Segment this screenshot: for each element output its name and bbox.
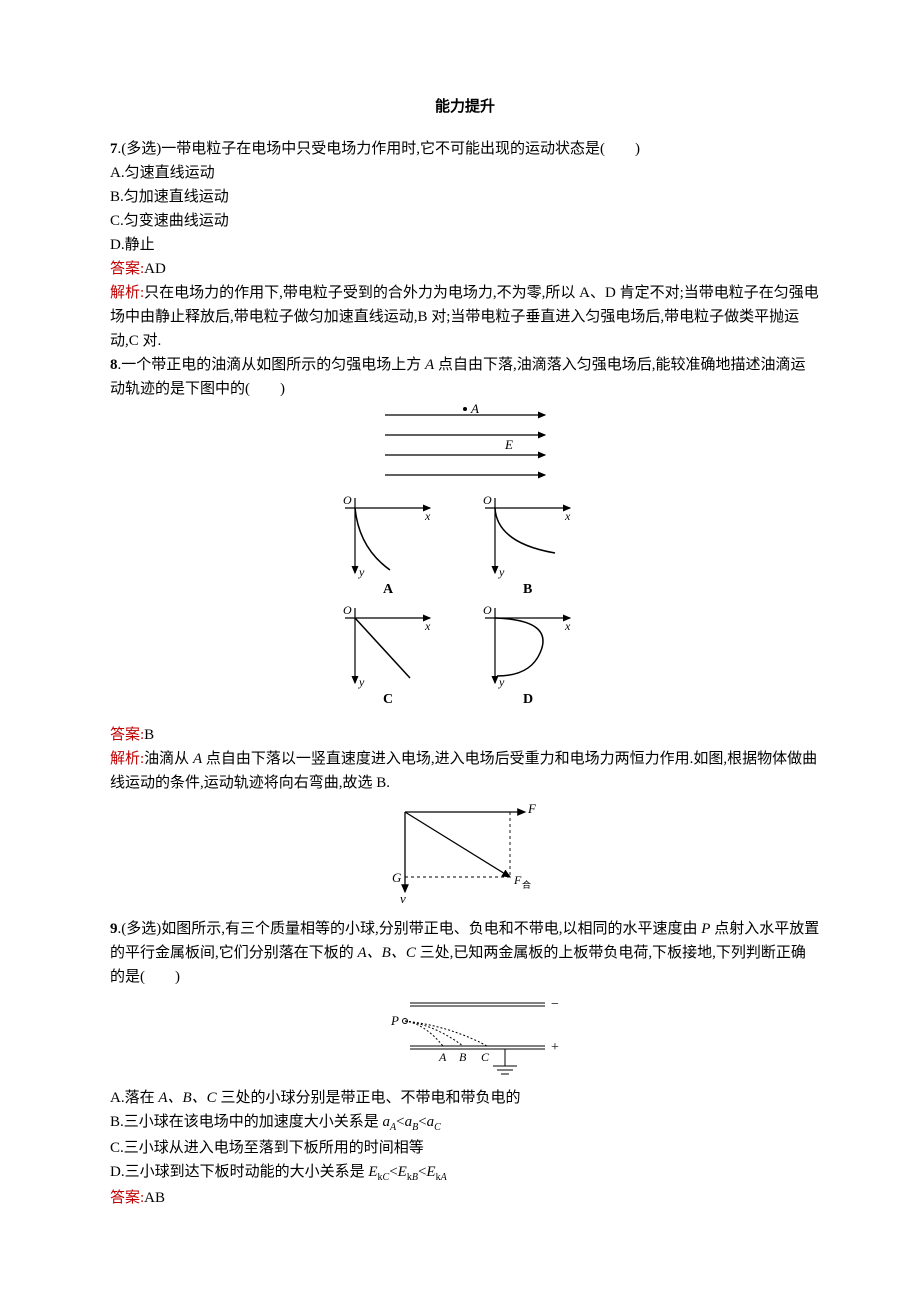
- var-e3: E: [426, 1164, 435, 1180]
- q8-point-a: A: [425, 357, 434, 373]
- q9-figure: − + P C B A: [110, 991, 820, 1084]
- svg-text:A: A: [438, 1050, 447, 1064]
- svg-text:O: O: [343, 603, 352, 617]
- q8-stem: 8.一个带正电的油滴从如图所示的匀强电场上方 A 点自由下落,油滴落入匀强电场后…: [110, 353, 820, 401]
- q8-expl-a: A: [193, 751, 202, 767]
- svg-text:C: C: [481, 1050, 490, 1064]
- q9-number: 9: [110, 921, 118, 937]
- var-e1: E: [368, 1164, 377, 1180]
- q9-opt-a: A.落在 A、B、C 三处的小球分别是带正电、不带电和带负电的: [110, 1086, 820, 1110]
- q8-choice-figures: O x y A O x y B O x y C O x y D: [110, 493, 820, 721]
- svg-text:y: y: [498, 565, 505, 579]
- explanation-label: 解析:: [110, 751, 144, 767]
- q7-stem: 7.(多选)一带电粒子在电场中只受电场力作用时,它不可能出现的运动状态是( ): [110, 137, 820, 161]
- q8-answer-text: B: [144, 727, 154, 743]
- svg-text:G: G: [392, 870, 402, 885]
- lt1: <: [396, 1114, 404, 1130]
- svg-text:x: x: [424, 509, 431, 523]
- sub-ka: kA: [436, 1172, 447, 1183]
- q8-expl-2: 点自由下落以一竖直速度进入电场,进入电场后受重力和电场力两恒力作用.如图,根据物…: [110, 751, 817, 791]
- svg-text:F: F: [513, 873, 522, 887]
- q8-number: 8: [110, 357, 118, 373]
- q8-field-figure: A E: [110, 403, 820, 491]
- svg-text:y: y: [358, 675, 365, 689]
- answer-label: 答案:: [110, 727, 144, 743]
- q7-answer-text: AD: [144, 261, 166, 277]
- q9-opt-c: C.三小球从进入电场至落到下板所用的时间相等: [110, 1136, 820, 1160]
- q9-tag: .(多选): [118, 921, 162, 937]
- q9-opt-d: D.三小球到达下板时动能的大小关系是 EkC<EkB<EkA: [110, 1160, 820, 1186]
- svg-text:x: x: [564, 619, 571, 633]
- q8-force-figure: F G F 合 v: [110, 797, 820, 915]
- q7-options: A.匀速直线运动 B.匀加速直线运动 C.匀变速曲线运动 D.静止: [110, 161, 820, 257]
- svg-text:x: x: [564, 509, 571, 523]
- q9-opt-b: B.三小球在该电场中的加速度大小关系是 aA<aB<aC: [110, 1110, 820, 1136]
- q7-opt-b: B.匀加速直线运动: [110, 185, 820, 209]
- q7-opt-d: D.静止: [110, 233, 820, 257]
- svg-text:y: y: [498, 675, 505, 689]
- choices-svg: O x y A O x y B O x y C O x y D: [315, 493, 615, 713]
- explanation-label: 解析:: [110, 285, 144, 301]
- svg-text:B: B: [459, 1050, 467, 1064]
- q9-abc: A、B、C: [358, 945, 416, 961]
- answer-label: 答案:: [110, 1190, 144, 1206]
- lt3: <: [389, 1164, 397, 1180]
- svg-text:−: −: [551, 997, 559, 1012]
- force-svg: F G F 合 v: [375, 797, 555, 907]
- svg-text:D: D: [523, 692, 533, 707]
- q7-answer: 答案:AD: [110, 257, 820, 281]
- q9-opt-a-abc: A、B、C: [158, 1090, 216, 1106]
- lt2: <: [418, 1114, 426, 1130]
- svg-text:y: y: [358, 565, 365, 579]
- q8-stem-1: .一个带正电的油滴从如图所示的匀强电场上方: [118, 357, 426, 373]
- svg-text:P: P: [390, 1013, 399, 1028]
- svg-text:v: v: [400, 891, 406, 906]
- q7-stem-text: 一带电粒子在电场中只受电场力作用时,它不可能出现的运动状态是( ): [161, 141, 640, 157]
- plates-svg: − + P C B A: [355, 991, 575, 1076]
- var-a1: a: [383, 1114, 391, 1130]
- label-e: E: [504, 437, 513, 452]
- q9-opt-a-1: A.落在: [110, 1090, 158, 1106]
- var-e2: E: [398, 1164, 407, 1180]
- q9-stem: 9.(多选)如图所示,有三个质量相等的小球,分别带正电、负电和不带电,以相同的水…: [110, 917, 820, 989]
- q8-explanation: 解析:油滴从 A 点自由下落以一竖直速度进入电场,进入电场后受重力和电场力两恒力…: [110, 747, 820, 795]
- q7-explanation: 解析:只在电场力的作用下,带电粒子受到的合外力为电场力,不为零,所以 A、D 肯…: [110, 281, 820, 353]
- q7-opt-a: A.匀速直线运动: [110, 161, 820, 185]
- q9-opt-d-1: D.三小球到达下板时动能的大小关系是: [110, 1164, 368, 1180]
- q9-opt-b-1: B.三小球在该电场中的加速度大小关系是: [110, 1114, 383, 1130]
- svg-text:合: 合: [522, 879, 531, 890]
- label-a: A: [470, 403, 479, 416]
- svg-text:O: O: [343, 493, 352, 507]
- q7-explanation-text: 只在电场力的作用下,带电粒子受到的合外力为电场力,不为零,所以 A、D 肯定不对…: [110, 285, 819, 349]
- var-a2: a: [405, 1114, 413, 1130]
- svg-text:O: O: [483, 603, 492, 617]
- svg-text:+: +: [551, 1040, 559, 1055]
- field-lines-svg: A E: [365, 403, 565, 483]
- q9-answer-text: AB: [144, 1190, 165, 1206]
- section-title: 能力提升: [110, 95, 820, 119]
- q8-answer: 答案:B: [110, 723, 820, 747]
- q8-expl-1: 油滴从: [144, 751, 193, 767]
- q9-stem-1: 如图所示,有三个质量相等的小球,分别带正电、负电和不带电,以相同的水平速度由: [161, 921, 701, 937]
- q9-opt-a-2: 三处的小球分别是带正电、不带电和带负电的: [217, 1090, 521, 1106]
- sub-c: C: [434, 1122, 441, 1133]
- q7-tag: .(多选): [118, 141, 162, 157]
- svg-text:F: F: [527, 801, 537, 816]
- q9-answer: 答案:AB: [110, 1186, 820, 1210]
- svg-text:O: O: [483, 493, 492, 507]
- svg-text:x: x: [424, 619, 431, 633]
- svg-text:A: A: [383, 582, 394, 597]
- q7-number: 7: [110, 141, 118, 157]
- sub-kc: kC: [378, 1172, 390, 1183]
- svg-text:B: B: [523, 582, 532, 597]
- answer-label: 答案:: [110, 261, 144, 277]
- svg-text:C: C: [383, 692, 393, 707]
- q9-options: A.落在 A、B、C 三处的小球分别是带正电、不带电和带负电的 B.三小球在该电…: [110, 1086, 820, 1186]
- q7-opt-c: C.匀变速曲线运动: [110, 209, 820, 233]
- sub-kb: kB: [407, 1172, 418, 1183]
